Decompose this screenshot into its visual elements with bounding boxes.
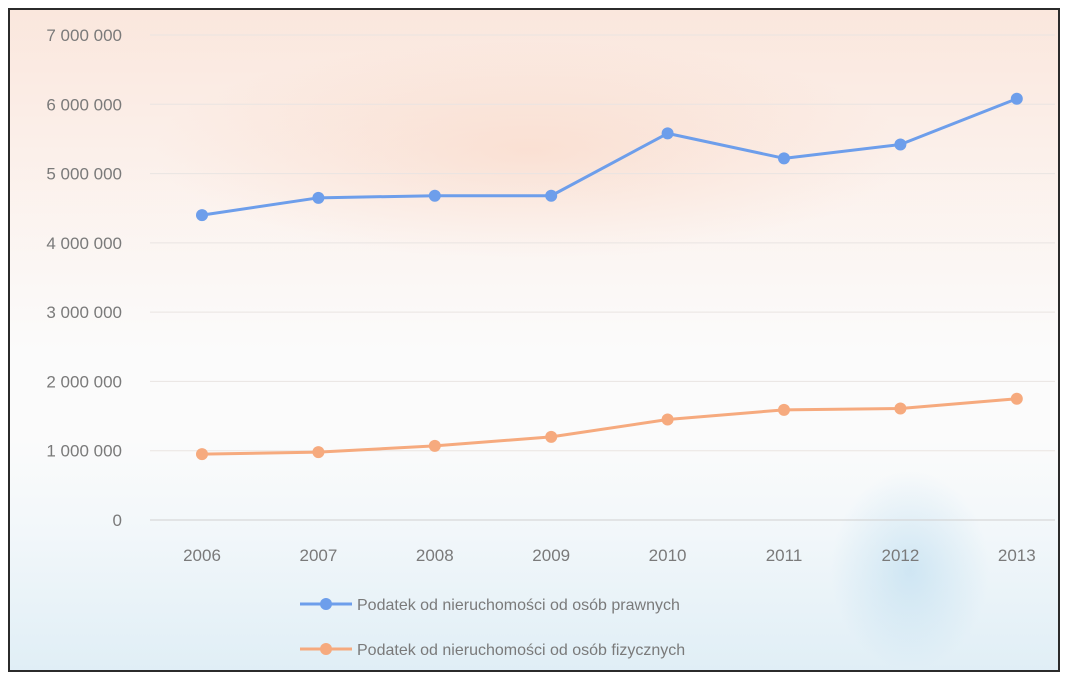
y-tick-label: 1 000 000	[46, 442, 122, 461]
data-point	[1010, 392, 1023, 405]
legend-swatch-marker	[320, 598, 332, 610]
y-tick-label: 7 000 000	[46, 26, 122, 45]
data-point	[312, 191, 325, 204]
data-point	[894, 402, 907, 415]
legend: Podatek od nieruchomości od osób prawnyc…	[300, 597, 685, 659]
y-tick-label: 4 000 000	[46, 234, 122, 253]
background-cool-tint	[10, 440, 1058, 670]
y-tick-label: 3 000 000	[46, 303, 122, 322]
series-layer	[196, 92, 1023, 461]
data-point	[778, 403, 790, 416]
data-point	[428, 439, 441, 452]
legend-label: Podatek od nieruchomości od osób prawnyc…	[357, 597, 680, 614]
data-point	[545, 189, 558, 202]
y-tick-label: 2 000 000	[46, 372, 122, 391]
background-warm-tint	[10, 10, 1058, 350]
series-1	[196, 92, 1023, 222]
data-point	[894, 138, 907, 151]
data-point	[545, 430, 558, 443]
data-point	[661, 413, 674, 426]
data-point	[1010, 92, 1023, 105]
x-tick-label: 2007	[299, 546, 337, 565]
background-warm-spot	[150, 40, 910, 260]
x-tick-label: 2013	[998, 546, 1036, 565]
gridlines	[150, 34, 1055, 521]
y-axis: 0 1 000 000 2 000 000 3 000 000 4 000 000 5 0…	[46, 26, 122, 530]
data-point	[778, 152, 790, 165]
legend-swatch-marker	[320, 643, 332, 655]
series-line	[200, 397, 1019, 456]
x-tick-label: 2011	[766, 546, 803, 565]
data-point	[661, 127, 674, 140]
legend-item: Podatek od nieruchomości od osób prawnyc…	[300, 597, 680, 614]
background-cool-spot	[830, 470, 990, 670]
x-axis: 2006 2007 2008 2009 2010 2011 2012 2013	[183, 546, 1036, 565]
line-chart: 0 1 000 000 2 000 000 3 000 000 4 000 000 5 0…	[46, 26, 1055, 659]
legend-item: Podatek od nieruchomości od osób fizyczn…	[300, 642, 685, 659]
series-line	[200, 97, 1019, 217]
y-tick-label: 6 000 000	[46, 95, 122, 114]
chart-frame: 0 1 000 000 2 000 000 3 000 000 4 000 000 5 0…	[8, 8, 1060, 672]
data-point	[312, 446, 325, 459]
x-tick-label: 2006	[183, 546, 221, 565]
legend-label: Podatek od nieruchomości od osób fizyczn…	[357, 642, 685, 659]
y-tick-label: 5 000 000	[46, 165, 122, 184]
x-tick-label: 2012	[881, 546, 919, 565]
series-2	[196, 392, 1023, 461]
x-tick-label: 2008	[416, 546, 454, 565]
x-tick-label: 2010	[649, 546, 687, 565]
data-point	[196, 448, 208, 461]
y-tick-label: 0	[113, 511, 122, 530]
x-tick-label: 2009	[532, 546, 570, 565]
data-point	[428, 189, 441, 202]
data-point	[196, 209, 208, 222]
